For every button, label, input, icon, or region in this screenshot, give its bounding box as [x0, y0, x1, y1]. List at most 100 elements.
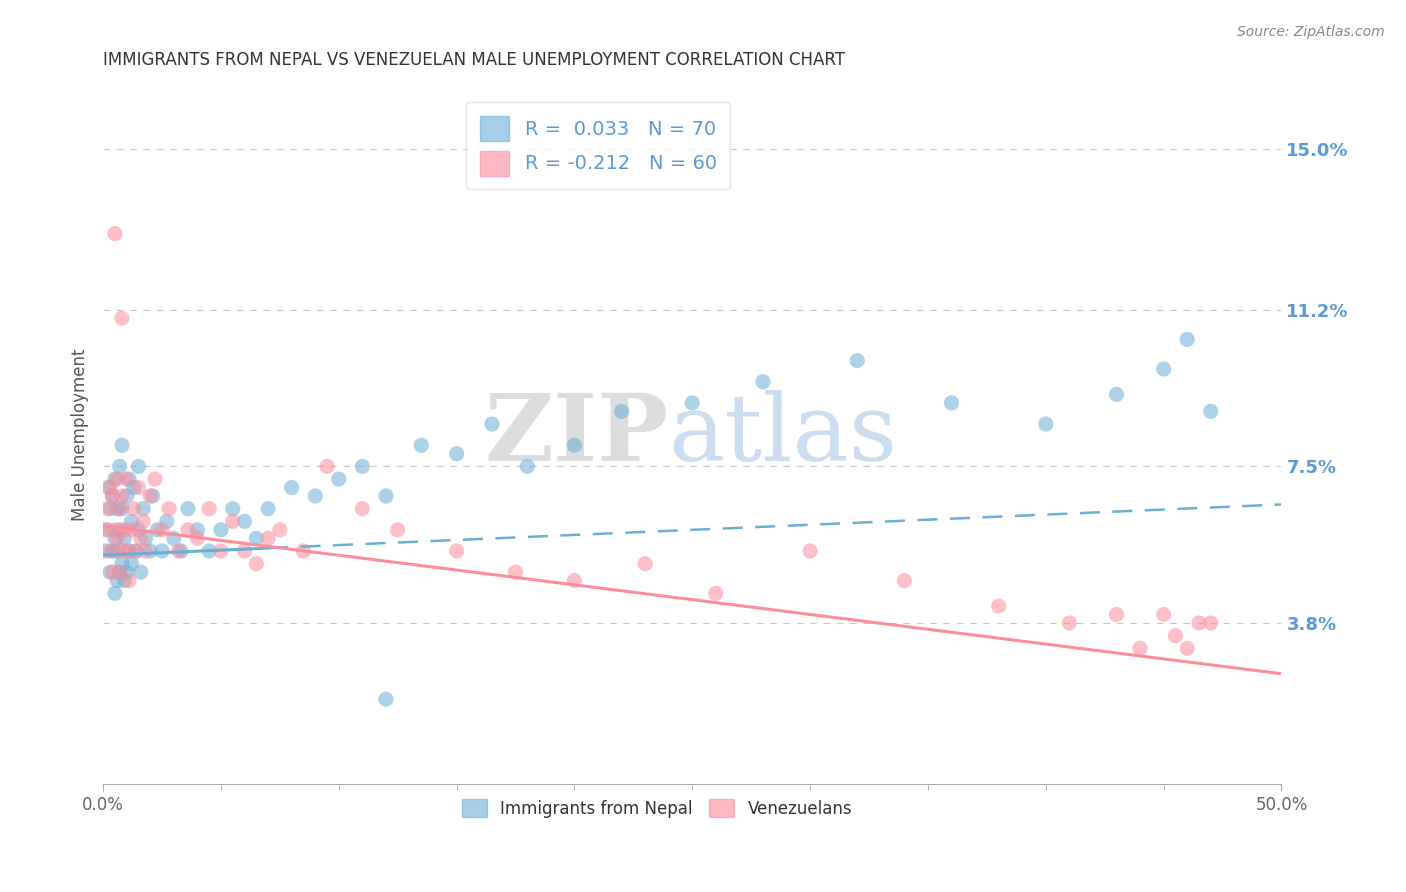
Point	[186, 531, 208, 545]
Point	[122, 481, 145, 495]
Point	[101, 489, 124, 503]
Point	[1199, 404, 1222, 418]
Point	[108, 459, 131, 474]
Point	[481, 417, 503, 431]
Point	[987, 599, 1010, 613]
Point	[132, 514, 155, 528]
Point	[105, 544, 128, 558]
Point	[104, 531, 127, 545]
Point	[120, 557, 142, 571]
Point	[127, 523, 149, 537]
Point	[120, 514, 142, 528]
Point	[94, 523, 117, 537]
Point	[516, 459, 538, 474]
Point	[1059, 615, 1081, 630]
Point	[209, 523, 232, 537]
Point	[564, 438, 586, 452]
Point	[170, 544, 193, 558]
Legend: Immigrants from Nepal, Venezuelans: Immigrants from Nepal, Venezuelans	[456, 792, 859, 824]
Point	[257, 531, 280, 545]
Point	[446, 544, 468, 558]
Point	[1199, 615, 1222, 630]
Point	[1175, 333, 1198, 347]
Point	[115, 565, 138, 579]
Point	[446, 447, 468, 461]
Point	[129, 565, 152, 579]
Point	[150, 544, 173, 558]
Point	[411, 438, 433, 452]
Point	[634, 557, 657, 571]
Point	[97, 523, 120, 537]
Point	[118, 472, 141, 486]
Point	[304, 489, 326, 503]
Point	[101, 489, 124, 503]
Point	[127, 481, 149, 495]
Point	[111, 557, 134, 571]
Point	[105, 531, 128, 545]
Point	[328, 472, 350, 486]
Point	[112, 531, 135, 545]
Point	[167, 544, 190, 558]
Point	[846, 353, 869, 368]
Point	[101, 544, 124, 558]
Point	[108, 565, 131, 579]
Point	[163, 531, 186, 545]
Point	[104, 523, 127, 537]
Point	[177, 501, 200, 516]
Text: atlas: atlas	[669, 390, 898, 480]
Point	[105, 501, 128, 516]
Point	[610, 404, 633, 418]
Point	[112, 523, 135, 537]
Point	[505, 565, 527, 579]
Point	[97, 481, 120, 495]
Point	[316, 459, 339, 474]
Point	[108, 523, 131, 537]
Point	[108, 501, 131, 516]
Point	[120, 523, 142, 537]
Point	[98, 565, 121, 579]
Point	[111, 501, 134, 516]
Point	[233, 514, 256, 528]
Point	[118, 544, 141, 558]
Point	[104, 472, 127, 486]
Point	[127, 459, 149, 474]
Point	[374, 692, 396, 706]
Point	[111, 489, 134, 503]
Point	[115, 472, 138, 486]
Point	[941, 396, 963, 410]
Point	[233, 544, 256, 558]
Point	[132, 501, 155, 516]
Point	[150, 523, 173, 537]
Point	[1153, 607, 1175, 622]
Point	[245, 531, 267, 545]
Point	[1035, 417, 1057, 431]
Point	[105, 472, 128, 486]
Point	[1188, 615, 1211, 630]
Point	[115, 489, 138, 503]
Point	[146, 523, 169, 537]
Point	[1164, 629, 1187, 643]
Point	[222, 514, 245, 528]
Point	[125, 544, 148, 558]
Point	[104, 586, 127, 600]
Point	[135, 544, 157, 558]
Point	[104, 227, 127, 241]
Point	[118, 574, 141, 588]
Point	[156, 514, 179, 528]
Text: IMMIGRANTS FROM NEPAL VS VENEZUELAN MALE UNEMPLOYMENT CORRELATION CHART: IMMIGRANTS FROM NEPAL VS VENEZUELAN MALE…	[103, 51, 845, 69]
Point	[111, 438, 134, 452]
Point	[257, 501, 280, 516]
Point	[1105, 387, 1128, 401]
Point	[139, 544, 162, 558]
Point	[142, 489, 165, 503]
Point	[269, 523, 291, 537]
Point	[681, 396, 703, 410]
Text: ZIP: ZIP	[485, 390, 669, 480]
Point	[352, 459, 374, 474]
Point	[111, 544, 134, 558]
Point	[97, 501, 120, 516]
Point	[280, 481, 302, 495]
Point	[157, 501, 180, 516]
Point	[752, 375, 775, 389]
Point	[94, 544, 117, 558]
